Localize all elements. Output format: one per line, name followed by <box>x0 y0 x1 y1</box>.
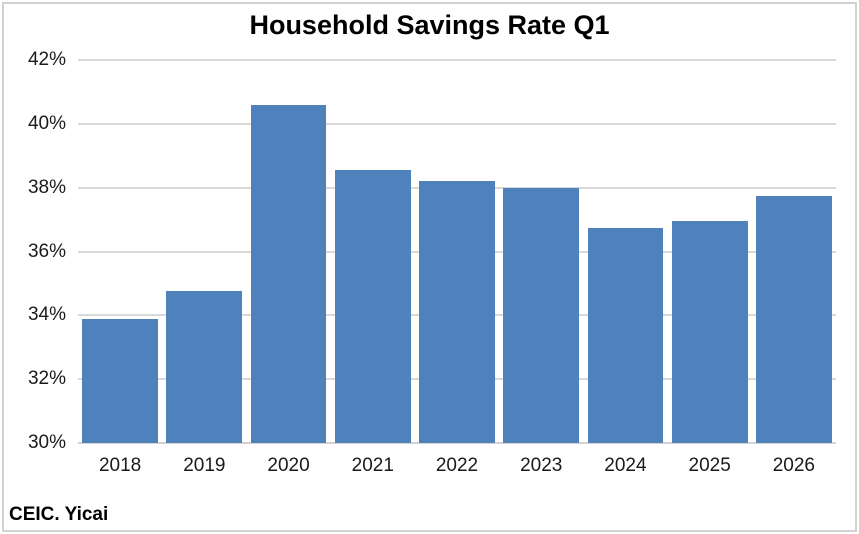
x-tick-label-2023: 2023 <box>520 455 563 476</box>
y-tick-label: 36% <box>27 240 66 262</box>
x-tick-label-2024: 2024 <box>604 455 647 476</box>
y-tick-label: 38% <box>27 176 66 198</box>
bar-2025 <box>671 221 748 443</box>
bar-2019 <box>166 291 243 443</box>
chart-title: Household Savings Rate Q1 <box>249 10 610 40</box>
y-tick-label: 30% <box>27 432 66 453</box>
y-tick-label: 32% <box>27 368 66 390</box>
x-tick-label-2026: 2026 <box>772 455 815 476</box>
bar-slot-2022 <box>415 60 499 443</box>
x-tick-label-2025: 2025 <box>688 455 731 476</box>
bar-slot-2024 <box>583 60 667 443</box>
gridline-40 <box>78 122 836 125</box>
bar-2020 <box>250 104 327 443</box>
bar-slot-2020 <box>246 60 330 443</box>
bar-slot-2019 <box>162 60 246 443</box>
bar-slot-2021 <box>331 60 415 443</box>
bar-slot-2023 <box>499 60 583 443</box>
y-tick-label: 40% <box>27 112 66 134</box>
bar-slot-2026 <box>752 60 836 443</box>
source-credit: CEIC. Yicai <box>9 504 109 525</box>
bar-2023 <box>503 187 580 443</box>
x-tick-label-2022: 2022 <box>435 455 479 476</box>
gridline-30 <box>78 442 836 444</box>
bar-slot-2025 <box>668 60 752 443</box>
bar-2026 <box>755 195 832 443</box>
bar-2018 <box>82 318 158 443</box>
bar-2024 <box>587 227 664 443</box>
bar-slot-2018 <box>78 60 162 443</box>
gridline-42 <box>78 59 836 61</box>
x-tick-label-2020: 2020 <box>267 455 310 476</box>
bar-2022 <box>419 181 495 443</box>
y-tick-label: 34% <box>27 304 66 326</box>
x-axis: 2018 2019 2020 2021 2022 2023 2024 2025 2026 <box>78 455 836 477</box>
plot-area <box>78 59 836 444</box>
bar-2021 <box>334 170 411 443</box>
x-tick-label-2019: 2019 <box>183 455 226 476</box>
bar-series <box>78 60 836 443</box>
x-tick-label-2021: 2021 <box>351 455 394 476</box>
y-tick-label: 42% <box>27 49 66 70</box>
x-tick-label-2018: 2018 <box>98 455 142 476</box>
